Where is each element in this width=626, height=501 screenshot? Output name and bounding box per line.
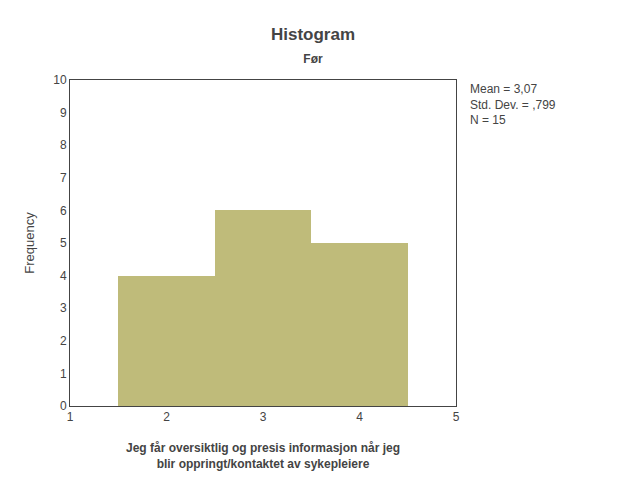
svg-text:5: 5 [60, 236, 67, 250]
svg-text:Frequency: Frequency [22, 212, 37, 274]
svg-text:4: 4 [356, 410, 363, 424]
svg-text:1: 1 [67, 410, 74, 424]
svg-text:4: 4 [60, 269, 67, 283]
svg-text:5: 5 [453, 410, 460, 424]
svg-text:2: 2 [163, 410, 170, 424]
svg-text:0: 0 [60, 399, 67, 413]
svg-text:2: 2 [60, 334, 67, 348]
svg-text:1: 1 [60, 367, 67, 381]
svg-text:Før: Før [303, 52, 323, 66]
svg-text:Jeg får oversiktlig og presis: Jeg får oversiktlig og presis informasjo… [126, 441, 400, 471]
svg-text:3: 3 [260, 410, 267, 424]
svg-text:9: 9 [60, 106, 67, 120]
svg-text:8: 8 [60, 138, 67, 152]
svg-text:3: 3 [60, 301, 67, 315]
svg-text:10: 10 [53, 73, 67, 87]
svg-text:7: 7 [60, 171, 67, 185]
svg-text:6: 6 [60, 204, 67, 218]
svg-text:Histogram: Histogram [271, 25, 355, 44]
svg-text:Mean = 3,07Std. Dev. = ,799N =: Mean = 3,07Std. Dev. = ,799N = 15 [470, 82, 556, 127]
